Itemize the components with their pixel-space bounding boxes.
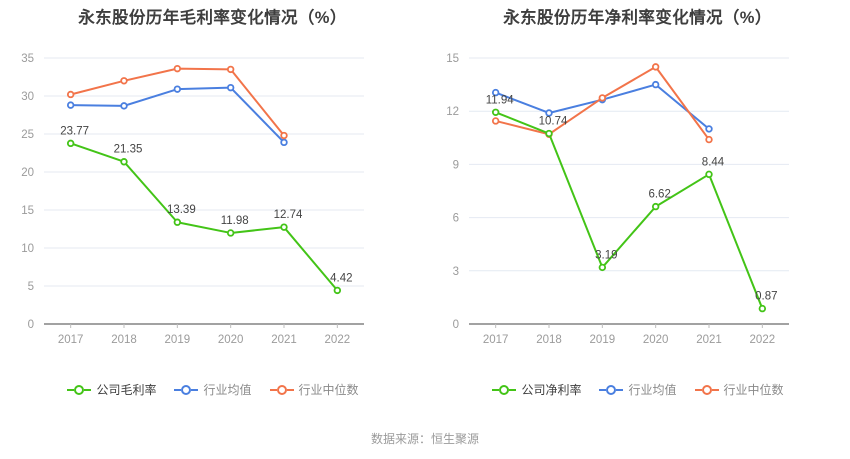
gross-margin-plot: 0 5 10 15 20 25 30 35 2017 2018 2019 2020 2021 2022 23… (21, 53, 364, 346)
svg-text:2022: 2022 (750, 334, 776, 346)
svg-text:2018: 2018 (536, 334, 562, 346)
svg-text:5: 5 (28, 281, 34, 293)
svg-text:10: 10 (21, 243, 34, 255)
svg-text:8.44: 8.44 (702, 156, 725, 168)
svg-text:3: 3 (453, 266, 459, 278)
data-source-note: 数据来源：恒生聚源 (370, 432, 479, 446)
svg-text:2022: 2022 (325, 334, 351, 346)
svg-text:21.35: 21.35 (114, 144, 143, 156)
svg-text:2020: 2020 (218, 334, 244, 346)
net-margin-plot: 0 3 6 9 12 15 2017 2018 2019 2020 2021 2022 11.94 10.… (446, 53, 789, 346)
svg-text:2020: 2020 (643, 334, 669, 346)
svg-text:11.98: 11.98 (221, 215, 249, 227)
svg-text:6: 6 (453, 213, 459, 225)
svg-text:35: 35 (21, 53, 34, 65)
svg-text:15: 15 (21, 205, 34, 217)
page-title-secondary: 永东股份历年净利率变化情况（%） (503, 9, 772, 27)
svg-text:20: 20 (21, 167, 34, 179)
svg-text:2017: 2017 (483, 334, 509, 346)
svg-text:23.77: 23.77 (60, 125, 89, 137)
legend-item-label: 公司毛利率 (96, 383, 157, 397)
svg-text:2019: 2019 (165, 334, 191, 346)
svg-text:3.19: 3.19 (595, 249, 617, 261)
svg-text:13.39: 13.39 (167, 204, 196, 216)
legend-gross-margin: 公司毛利率 行业均值 行业中位数 (0, 381, 425, 398)
svg-text:2019: 2019 (590, 334, 616, 346)
svg-text:4.42: 4.42 (330, 272, 352, 284)
legend-item-label: 行业均值 (203, 383, 252, 397)
svg-text:12: 12 (446, 106, 459, 118)
svg-text:6.62: 6.62 (648, 189, 670, 201)
legend-net-margin: 公司净利率 行业均值 行业中位数 (425, 381, 850, 398)
svg-text:30: 30 (21, 91, 34, 103)
legend-item-label: 行业中位数 (298, 383, 359, 397)
legend-item[interactable]: 行业均值 (598, 381, 677, 398)
legend-item-label: 行业中位数 (723, 383, 784, 397)
legend-item-label: 行业均值 (628, 383, 677, 397)
legend-marker-icon (174, 384, 199, 395)
page-title: 永东股份历年毛利率变化情况（%） (78, 9, 347, 27)
legend-marker-icon (67, 384, 92, 395)
svg-text:25: 25 (21, 129, 34, 141)
svg-text:2021: 2021 (696, 334, 722, 346)
svg-text:0: 0 (28, 319, 34, 331)
svg-text:2017: 2017 (58, 334, 84, 346)
svg-text:10.74: 10.74 (539, 116, 568, 128)
svg-text:9: 9 (453, 159, 459, 171)
chart-panel-gross-margin: 永东股份历年毛利率变化情况（%） 0 5 10 15 20 25 30 35 2017 2018 2… (0, 0, 425, 420)
legend-item[interactable]: 行业中位数 (269, 381, 359, 398)
legend-item[interactable]: 行业均值 (173, 381, 252, 398)
svg-text:0.87: 0.87 (755, 291, 777, 303)
legend-item[interactable]: 公司净利率 (491, 381, 581, 398)
legend-item[interactable]: 公司毛利率 (66, 381, 156, 398)
legend-marker-icon (492, 384, 517, 395)
svg-text:2021: 2021 (271, 334, 297, 346)
legend-marker-icon (269, 384, 294, 395)
svg-text:15: 15 (446, 53, 459, 65)
legend-item-label: 公司净利率 (521, 383, 582, 397)
legend-marker-icon (694, 384, 719, 395)
svg-text:12.74: 12.74 (274, 209, 303, 221)
chart-panel-net-margin: 永东股份历年净利率变化情况（%） 0 3 6 9 12 15 2017 2018 2019 202… (425, 0, 850, 420)
svg-text:2018: 2018 (111, 334, 137, 346)
svg-text:0: 0 (453, 319, 459, 331)
legend-marker-icon (599, 384, 624, 395)
charts-row: 永东股份历年毛利率变化情况（%） 0 5 10 15 20 25 30 35 2017 2018 2… (0, 0, 850, 420)
svg-text:11.94: 11.94 (486, 94, 515, 106)
legend-item[interactable]: 行业中位数 (694, 381, 784, 398)
